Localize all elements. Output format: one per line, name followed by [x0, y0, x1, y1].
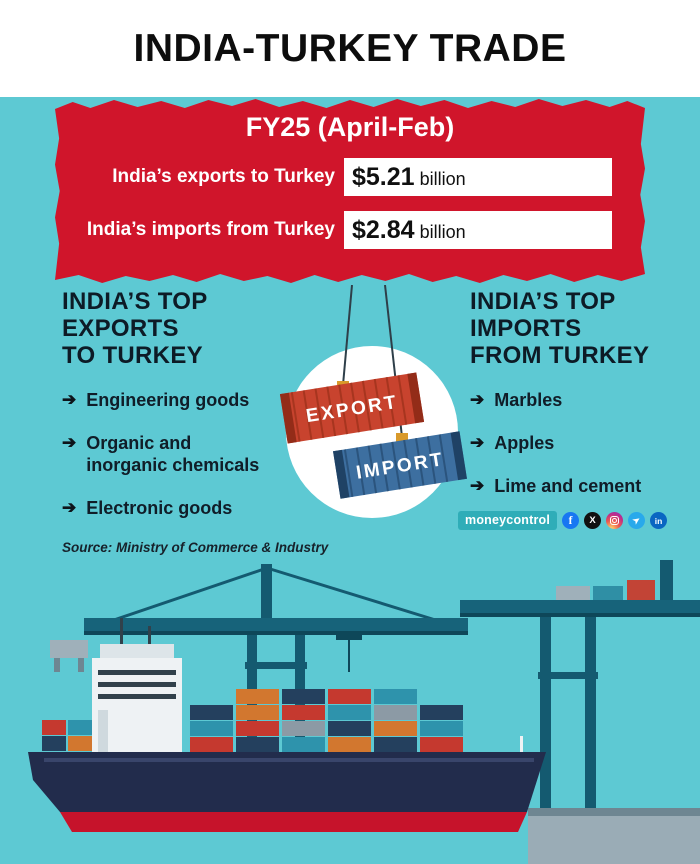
- hook-icon: [396, 433, 408, 442]
- exports-list: ➔ Engineering goods ➔ Organic and inorgani…: [62, 389, 294, 519]
- facebook-icon[interactable]: f: [562, 512, 580, 529]
- arrow-icon: ➔: [62, 498, 77, 517]
- title-band: INDIA-TURKEY TRADE: [0, 0, 700, 97]
- list-item: ➔ Marbles: [470, 390, 563, 410]
- camera-icon: [610, 516, 620, 525]
- arrow-icon: ➔: [470, 433, 485, 452]
- top-exports-section: INDIA’S TOP EXPORTS TO TURKEY ➔ Engineeri…: [62, 288, 294, 540]
- export-container-label: EXPORT: [305, 392, 400, 427]
- list-item: ➔ Lime and cement: [470, 476, 642, 496]
- x-icon[interactable]: X: [584, 512, 602, 529]
- brand-social-row: moneycontrol f X ➤ in: [458, 511, 668, 530]
- exports-row: India’s exports to Turkey $5.21 billion: [55, 158, 645, 196]
- imports-value: $2.84: [352, 216, 415, 244]
- moneycontrol-logo[interactable]: moneycontrol: [458, 511, 558, 530]
- telegram-icon[interactable]: ➤: [628, 512, 646, 529]
- instagram-icon[interactable]: [606, 512, 624, 529]
- arrow-icon: ➔: [62, 390, 77, 409]
- arrow-icon: ➔: [62, 433, 77, 452]
- exports-unit: billion: [419, 169, 466, 189]
- page-title: INDIA-TURKEY TRADE: [133, 26, 567, 70]
- list-item: ➔ Electronic goods: [62, 498, 233, 518]
- cargo-ship: [28, 618, 546, 832]
- crane-right: [460, 560, 700, 810]
- imports-unit: billion: [419, 222, 466, 242]
- imports-row: India’s imports from Turkey $2.84 billion: [55, 211, 645, 249]
- fiscal-period: FY25 (April-Feb): [245, 112, 455, 142]
- exports-value-box: $5.21 billion: [344, 158, 612, 196]
- white-circle-backdrop: [286, 346, 458, 518]
- source-note: Source: Ministry of Commerce & Industry: [62, 540, 329, 555]
- exports-label: India’s exports to Turkey: [112, 166, 335, 187]
- arrow-icon: ➔: [470, 390, 485, 409]
- imports-value-box: $2.84 billion: [344, 211, 612, 249]
- crane-cables-icon: [342, 285, 403, 438]
- port-illustration: [28, 560, 700, 864]
- hook-icon: [337, 381, 349, 390]
- imports-list: ➔ Marbles ➔ Apples ➔ Lime and cement: [470, 389, 685, 497]
- top-exports-heading: INDIA’S TOP EXPORTS TO TURKEY: [62, 288, 208, 369]
- import-container-label: IMPORT: [355, 449, 446, 484]
- imports-label: India’s imports from Turkey: [86, 219, 335, 240]
- dock: [528, 816, 700, 864]
- dock-edge: [528, 808, 700, 816]
- linkedin-icon[interactable]: in: [650, 512, 668, 529]
- top-imports-section: INDIA’S TOP IMPORTS FROM TURKEY ➔ Marbles…: [470, 288, 685, 518]
- top-imports-heading: INDIA’S TOP IMPORTS FROM TURKEY: [470, 288, 650, 369]
- exports-value: $5.21: [352, 163, 415, 191]
- arrow-icon: ➔: [470, 476, 485, 495]
- trade-figures-banner: FY25 (April-Feb) India’s exports to Turk…: [55, 97, 645, 285]
- import-container: IMPORT: [333, 431, 467, 499]
- list-item: ➔ Engineering goods: [62, 390, 250, 410]
- paper-plane-icon: ➤: [630, 513, 643, 527]
- list-item: ➔ Organic and inorganic chemicals: [62, 433, 260, 475]
- list-item: ➔ Apples: [470, 433, 555, 453]
- export-container: EXPORT: [279, 372, 425, 444]
